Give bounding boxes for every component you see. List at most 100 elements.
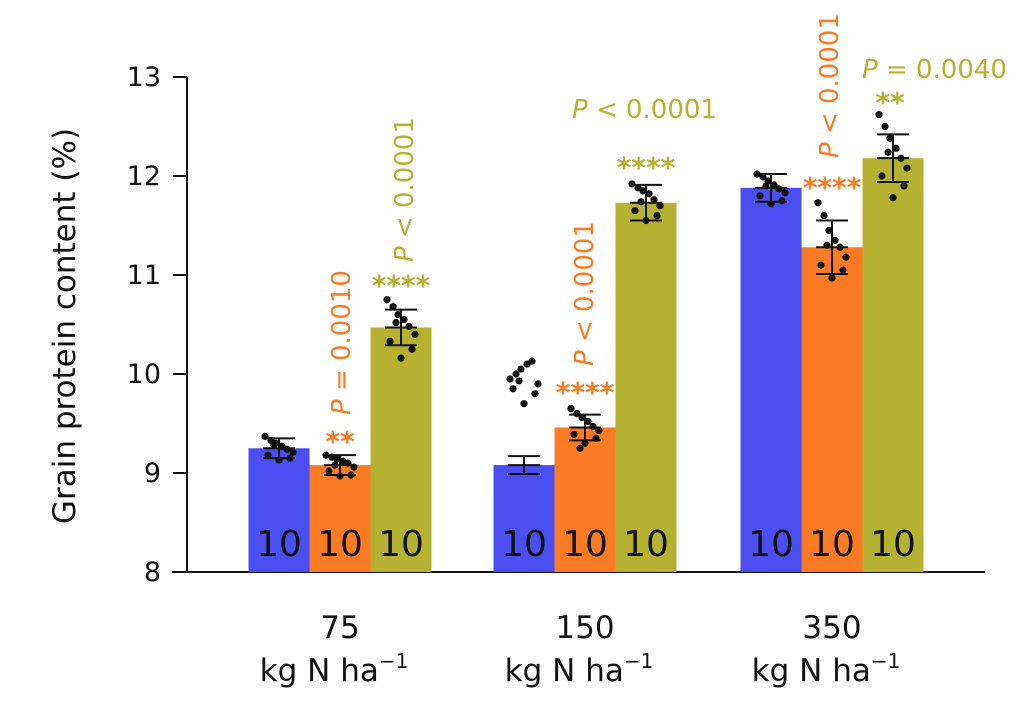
data-point (270, 441, 278, 449)
bar (493, 465, 555, 572)
p-value-label: P = 0.0010 (327, 270, 357, 415)
n-label: 10 (809, 524, 855, 565)
y-tick-label: 12 (127, 161, 161, 192)
data-point (875, 111, 883, 119)
x-tick-label: 75 (320, 610, 359, 646)
data-point (325, 467, 333, 475)
bar (615, 202, 677, 573)
annotations: ** P = 0.0010 **** P < 0.0001 **** P < 0.0001… (325, 13, 1007, 458)
data-point (534, 380, 542, 388)
bar (862, 158, 924, 572)
data-point (581, 439, 589, 447)
data-point (650, 196, 658, 204)
data-point (817, 261, 825, 269)
significance-stars: **** (803, 171, 862, 204)
y-tick-label: 13 (127, 62, 161, 93)
data-point (839, 266, 847, 274)
data-point (578, 413, 586, 422)
x-tick-label: 150 (555, 610, 614, 646)
significance-stars: **** (556, 376, 615, 409)
p-value-label: P < 0.0001 (390, 117, 420, 262)
data-point (881, 122, 889, 131)
data-point (567, 405, 575, 413)
data-point (333, 455, 341, 463)
significance-stars: ** (325, 425, 355, 458)
data-point (595, 426, 603, 435)
data-point (884, 148, 892, 156)
data-point (770, 181, 778, 189)
data-point (781, 189, 789, 197)
n-label: 10 (623, 524, 669, 565)
bar (801, 247, 863, 572)
data-point (386, 337, 394, 345)
bar (248, 448, 310, 572)
bar (740, 187, 802, 572)
x-unit-label: kg N ha−1 (505, 649, 654, 689)
p-value-label: P < 0.0001 (815, 13, 845, 158)
data-point (653, 212, 661, 220)
p-value-label: P < 0.0001 (572, 95, 717, 125)
data-point (394, 311, 402, 319)
data-point (400, 315, 408, 324)
data-point (520, 400, 528, 408)
data-point (528, 357, 536, 365)
data-point (825, 226, 833, 235)
data-point (506, 375, 514, 383)
y-tick-label: 8 (144, 557, 161, 588)
data-point (584, 417, 592, 426)
data-point (389, 303, 397, 311)
data-point (892, 144, 900, 152)
data-point (411, 330, 419, 338)
data-point (878, 172, 886, 180)
significance-stars: ** (875, 86, 905, 119)
data-point (814, 199, 822, 207)
n-label: 10 (748, 524, 794, 565)
y-axis-label: Grain protein content (%) (47, 128, 83, 524)
bar (309, 465, 371, 572)
data-point (509, 385, 517, 393)
data-point (576, 444, 584, 452)
p-value-label: P = 0.0040 (862, 55, 1007, 85)
n-label: 10 (562, 524, 608, 565)
n-label: 10 (870, 524, 916, 565)
n-label: 10 (378, 524, 424, 565)
data-point (515, 377, 523, 385)
significance-stars: **** (372, 269, 431, 302)
data-point (512, 370, 520, 378)
data-point (639, 187, 647, 195)
data-point (828, 274, 836, 282)
bar (554, 427, 616, 572)
data-point (759, 173, 767, 181)
data-point (397, 354, 405, 362)
n-label: 10 (501, 524, 547, 565)
data-point (383, 296, 391, 304)
n-label: 10 (317, 524, 363, 565)
data-point (889, 194, 897, 202)
y-tick-label: 11 (127, 260, 161, 291)
data-point (656, 202, 664, 210)
data-point (631, 207, 639, 215)
y-tick-label: 9 (144, 458, 161, 489)
data-point (392, 318, 400, 327)
n-label: 10 (256, 524, 302, 565)
data-point (756, 192, 764, 200)
x-unit-label: kg N ha−1 (752, 649, 901, 689)
significance-stars: **** (617, 151, 676, 184)
data-point (820, 212, 828, 220)
data-point (289, 448, 297, 456)
data-point (408, 345, 416, 353)
x-tick-label: 350 (802, 610, 861, 646)
data-point (842, 253, 850, 261)
p-value-label: P < 0.0001 (570, 221, 600, 366)
x-unit-label: kg N ha−1 (260, 649, 409, 689)
data-point (517, 365, 525, 373)
data-point (570, 430, 578, 438)
data-point (903, 164, 911, 172)
data-point (645, 190, 653, 198)
data-point (831, 236, 839, 244)
bar (370, 327, 432, 572)
bars: 10 10 10 10 10 10 10 10 10 (248, 111, 924, 573)
data-point (531, 390, 539, 398)
